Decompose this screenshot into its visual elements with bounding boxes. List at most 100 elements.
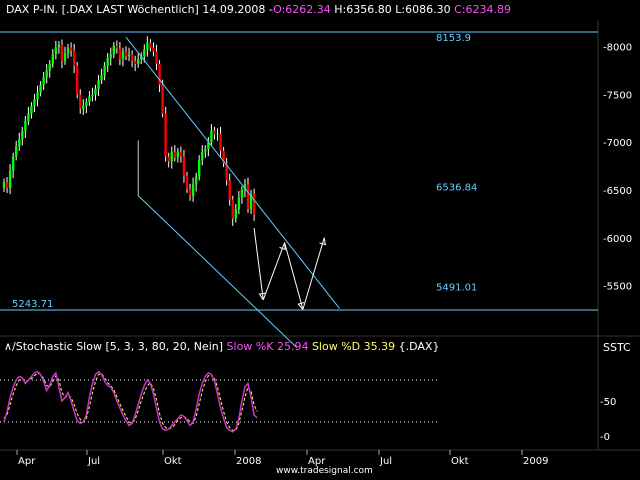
candle-body — [112, 45, 115, 55]
candle-body — [36, 92, 39, 100]
candle-body — [201, 151, 204, 161]
projection-segment — [302, 237, 325, 310]
candle-body — [219, 133, 222, 151]
candle-body — [11, 156, 15, 171]
candle-body — [133, 61, 137, 64]
stochastic-panel — [0, 370, 438, 433]
candle-body — [228, 180, 231, 200]
candle-body — [140, 56, 143, 60]
candle-body — [66, 47, 70, 54]
candle-body — [85, 102, 88, 106]
projection-segment — [262, 242, 286, 301]
candle-body — [198, 160, 201, 177]
level-label-channel-lower: 5491.01 — [436, 282, 477, 293]
candle-body — [176, 151, 180, 158]
price-tick-label: -7000 — [603, 138, 632, 149]
candle-body — [173, 151, 176, 158]
price-tick-label: -5500 — [603, 282, 632, 293]
candle-body — [130, 54, 134, 62]
candle-body — [249, 193, 253, 210]
projection-arrowhead — [319, 237, 326, 246]
open-label: O:6262.34 — [273, 3, 331, 16]
candle-body — [15, 146, 18, 157]
level-label-high: 8153.9 — [436, 33, 471, 44]
candle-body — [149, 42, 152, 48]
candle-body — [82, 105, 85, 109]
candle-body — [121, 51, 125, 60]
candle-body — [79, 94, 82, 109]
candle-body — [60, 44, 64, 62]
projection-segment — [253, 228, 264, 300]
price-tick-label: -8000 — [603, 43, 632, 54]
candle-body — [158, 63, 161, 85]
candle-body — [124, 51, 128, 57]
candle-body — [54, 47, 58, 55]
level-label-channel-upper: 6536.84 — [436, 182, 477, 193]
candle-body — [185, 175, 189, 190]
time-axis: Apr Jul Okt 2008 Apr Jul Okt 2009 — [0, 449, 640, 467]
time-tick-label: 2009 — [523, 456, 548, 467]
candle-body — [207, 142, 210, 149]
candle-body — [143, 49, 146, 57]
indicator-short-label: SSTC — [603, 341, 631, 354]
candle-body — [109, 54, 112, 59]
price-axis: -5500 -6000 -6500 -7000 -7500 -8000 — [603, 43, 632, 293]
candle-body — [240, 189, 244, 198]
candle-body — [33, 99, 36, 106]
watermark: www.tradesignal.com — [276, 466, 373, 476]
candle-body — [210, 130, 213, 143]
candle-body — [222, 150, 225, 164]
time-tick-label: Apr — [18, 456, 36, 467]
close-label: C:6234.89 — [454, 3, 511, 16]
candle-body — [170, 151, 173, 162]
candle-body — [76, 65, 79, 95]
candle-body — [225, 163, 228, 181]
candle-body — [164, 113, 167, 157]
candle-body — [51, 54, 54, 64]
stochastic-tick-label: -0 — [600, 432, 610, 443]
time-tick-label: Apr — [308, 456, 326, 467]
candle-body — [8, 170, 12, 189]
candle-body — [57, 44, 61, 48]
slow-d-line — [3, 372, 258, 431]
candle-body — [237, 197, 241, 210]
candle-body — [2, 182, 6, 189]
price-tick-label: -6500 — [603, 186, 632, 197]
candle-body — [182, 156, 186, 176]
candle-body — [88, 96, 91, 103]
candle-body — [152, 47, 155, 52]
price-tick-label: -6000 — [603, 234, 632, 245]
channel-upper-line — [125, 36, 340, 309]
stochastic-axis: -0 -50 — [600, 397, 616, 443]
indicator-symbol: {.DAX} — [398, 340, 440, 353]
candle-body — [103, 65, 106, 76]
candle-body — [18, 139, 21, 147]
candle-body — [39, 84, 42, 93]
d-label: Slow %D 35.39 — [311, 340, 396, 353]
indicator-name: Stochastic Slow [5, 3, 3, 80, 20, Nein] — [15, 340, 224, 353]
time-tick-label: Okt — [164, 456, 182, 467]
candle-body — [69, 47, 73, 51]
projection-arrowhead — [297, 302, 305, 310]
indicator-icon: ∧∕ — [4, 340, 16, 353]
candle-body — [191, 184, 195, 196]
level-label-low: 5243.71 — [12, 299, 53, 310]
low-label: L:6086.30 — [395, 3, 451, 16]
candle-body — [30, 105, 33, 114]
candle-body — [213, 130, 216, 135]
candle-body — [24, 121, 27, 131]
price-tick-label: -7500 — [603, 90, 632, 101]
candle-body — [188, 189, 192, 196]
candle-body — [127, 54, 131, 57]
candle-body — [45, 70, 48, 78]
candle-body — [27, 113, 30, 122]
time-tick-label: Jul — [87, 456, 100, 467]
candle-body — [204, 148, 207, 152]
time-tick-label: Okt — [451, 456, 469, 467]
candle-body — [48, 63, 51, 71]
candle-body — [137, 59, 140, 64]
candle-body — [42, 77, 45, 85]
time-tick-label: Jul — [379, 456, 392, 467]
candle-body — [115, 45, 119, 49]
channel-lower-line — [137, 195, 298, 348]
